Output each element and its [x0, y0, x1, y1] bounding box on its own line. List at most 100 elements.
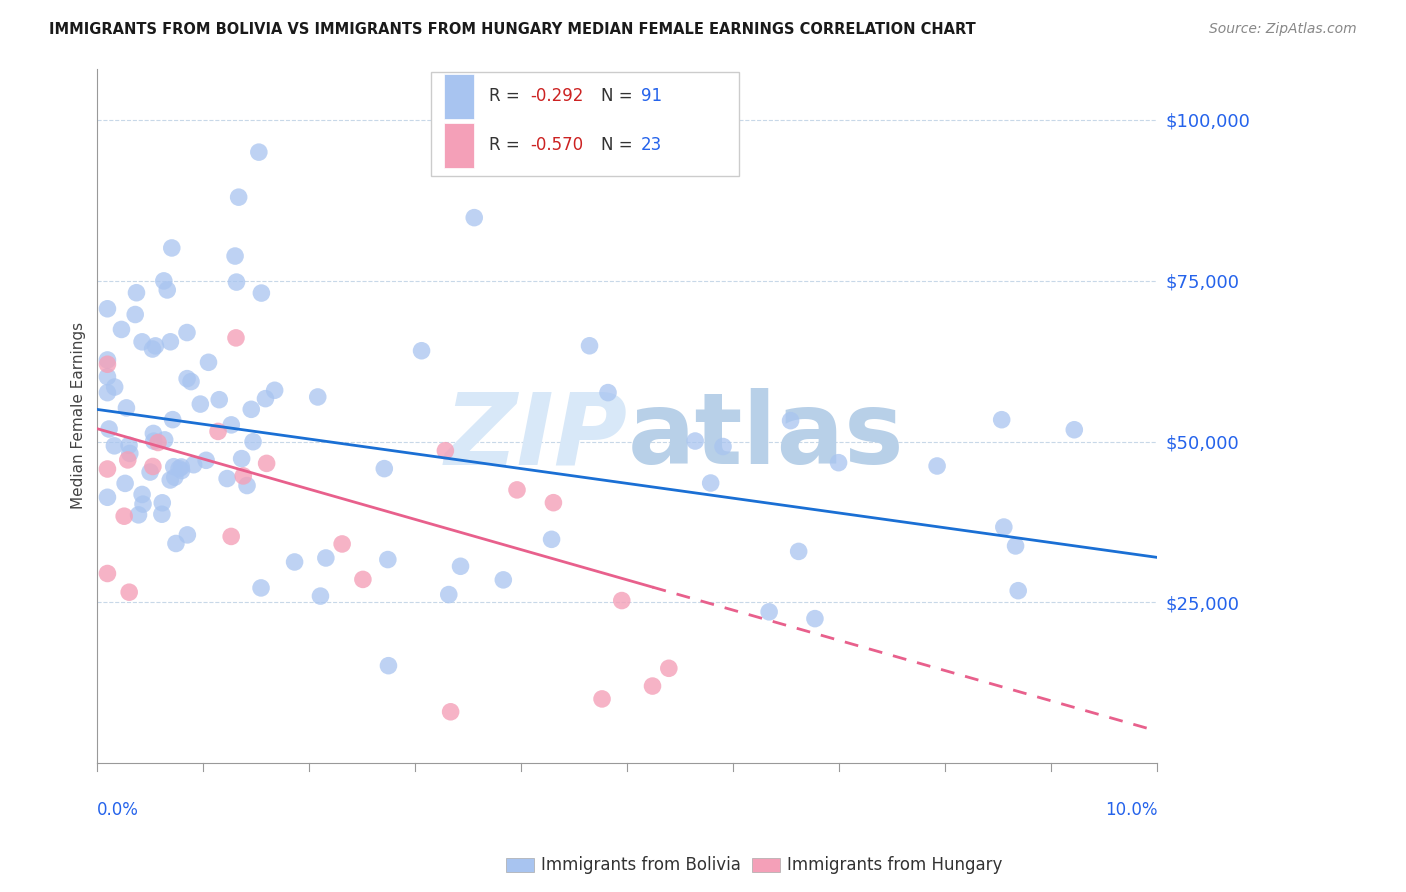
Point: [232, 469, 254, 483]
Point: [377, 552, 399, 566]
Point: [96, 301, 118, 316]
Point: [247, 145, 270, 160]
Point: [118, 438, 141, 452]
Point: [96, 462, 118, 476]
Text: 23: 23: [641, 136, 662, 154]
Point: [183, 458, 205, 472]
FancyBboxPatch shape: [444, 74, 474, 119]
Text: ZIP: ZIP: [444, 388, 627, 485]
Y-axis label: Median Female Earnings: Median Female Earnings: [72, 322, 86, 509]
Point: [315, 551, 337, 566]
Text: IMMIGRANTS FROM BOLIVIA VS IMMIGRANTS FROM HUNGARY MEDIAN FEMALE EARNINGS CORREL: IMMIGRANTS FROM BOLIVIA VS IMMIGRANTS FR…: [49, 22, 976, 37]
Point: [543, 496, 565, 510]
Point: [437, 588, 460, 602]
Point: [463, 211, 485, 225]
Text: Immigrants from Bolivia: Immigrants from Bolivia: [541, 856, 741, 874]
Point: [131, 334, 153, 349]
Point: [131, 487, 153, 501]
Text: 0.0%: 0.0%: [97, 801, 139, 820]
Point: [114, 476, 136, 491]
Point: [330, 537, 353, 551]
Point: [150, 496, 173, 510]
Point: [103, 439, 125, 453]
Point: [256, 456, 278, 470]
Point: [779, 414, 801, 428]
Point: [591, 692, 613, 706]
Point: [96, 490, 118, 504]
Point: [610, 593, 633, 607]
Point: [197, 355, 219, 369]
Point: [240, 402, 263, 417]
Point: [231, 451, 253, 466]
Point: [658, 661, 681, 675]
Point: [578, 339, 600, 353]
Point: [110, 322, 132, 336]
Point: [156, 283, 179, 297]
Text: N =: N =: [600, 87, 638, 105]
Point: [411, 343, 433, 358]
Point: [145, 339, 167, 353]
Point: [1007, 583, 1029, 598]
Point: [758, 605, 780, 619]
Point: [176, 528, 198, 542]
Point: [142, 426, 165, 441]
Point: [250, 581, 273, 595]
Point: [225, 331, 247, 345]
Point: [167, 461, 190, 475]
Point: [117, 453, 139, 467]
Point: [118, 585, 141, 599]
Point: [804, 612, 827, 626]
Text: N =: N =: [600, 136, 638, 154]
FancyBboxPatch shape: [432, 72, 738, 177]
Point: [506, 483, 529, 497]
Point: [195, 453, 218, 467]
Point: [284, 555, 307, 569]
Point: [150, 507, 173, 521]
Point: [242, 434, 264, 449]
Point: [96, 369, 118, 384]
Point: [180, 375, 202, 389]
Point: [146, 435, 169, 450]
Point: [250, 286, 273, 301]
Point: [153, 274, 176, 288]
Point: [309, 589, 332, 603]
Point: [160, 241, 183, 255]
Point: [128, 508, 150, 522]
Point: [641, 679, 664, 693]
Point: [450, 559, 472, 574]
Point: [142, 459, 165, 474]
Text: R =: R =: [489, 87, 526, 105]
Point: [125, 285, 148, 300]
Point: [990, 413, 1012, 427]
Point: [225, 275, 247, 289]
Point: [827, 456, 849, 470]
Point: [711, 440, 734, 454]
Point: [124, 308, 146, 322]
Point: [132, 497, 155, 511]
Point: [96, 385, 118, 400]
Point: [993, 520, 1015, 534]
Text: R =: R =: [489, 136, 526, 154]
Point: [112, 509, 135, 524]
Text: -0.292: -0.292: [530, 87, 583, 105]
Point: [162, 412, 184, 426]
Point: [98, 422, 121, 436]
Point: [176, 371, 198, 385]
Point: [307, 390, 329, 404]
Point: [96, 353, 118, 368]
Text: Source: ZipAtlas.com: Source: ZipAtlas.com: [1209, 22, 1357, 37]
Point: [440, 705, 463, 719]
Point: [96, 566, 118, 581]
FancyBboxPatch shape: [444, 123, 474, 168]
Point: [115, 401, 138, 415]
Point: [219, 417, 242, 432]
Point: [142, 434, 165, 449]
Point: [176, 326, 198, 340]
Point: [159, 473, 181, 487]
Point: [219, 529, 242, 543]
Point: [699, 476, 721, 491]
Text: Immigrants from Hungary: Immigrants from Hungary: [787, 856, 1002, 874]
Point: [263, 384, 285, 398]
Text: atlas: atlas: [627, 388, 904, 485]
Point: [596, 385, 619, 400]
